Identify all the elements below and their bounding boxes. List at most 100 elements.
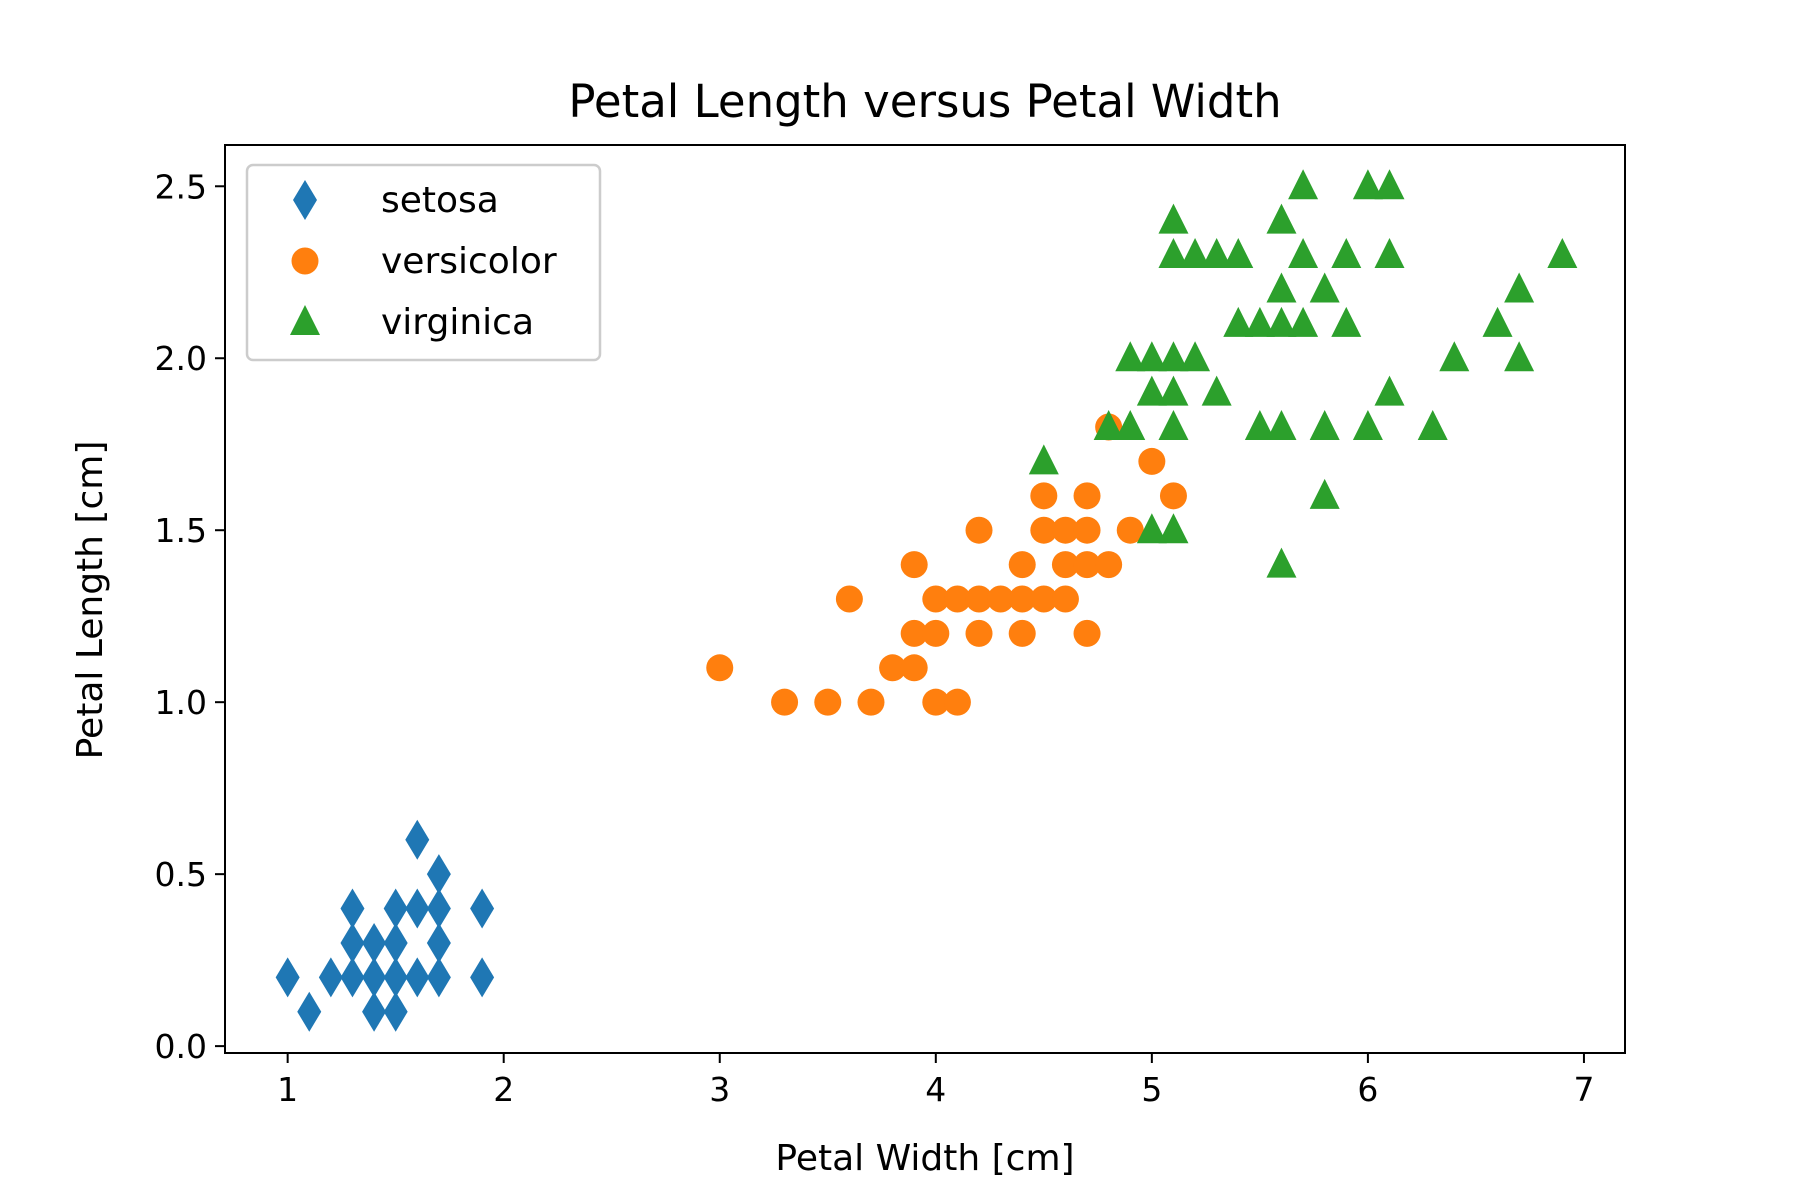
versicolor-point: [1008, 619, 1036, 647]
legend-label-setosa: setosa: [381, 180, 499, 221]
setosa-point: [383, 888, 408, 929]
virginica-point: [1266, 547, 1297, 578]
versicolor-point: [1030, 482, 1058, 510]
virginica-point: [1158, 203, 1189, 234]
virginica-point: [1158, 375, 1189, 406]
virginica-point: [1288, 169, 1319, 200]
virginica-point: [1158, 238, 1189, 269]
virginica-point: [1136, 375, 1167, 406]
virginica-point: [1352, 410, 1383, 441]
versicolor-point: [1051, 585, 1079, 613]
legend: setosa versicolor virginica: [245, 163, 602, 362]
versicolor-point: [1051, 551, 1079, 579]
virginica-point: [1158, 341, 1189, 372]
versicolor-point: [900, 551, 928, 579]
legend-frame: [245, 163, 602, 362]
setosa-point: [426, 888, 451, 929]
versicolor-point: [1030, 585, 1058, 613]
versicolor-point: [1008, 551, 1036, 579]
virginica-point: [1266, 410, 1297, 441]
virginica-point: [1288, 306, 1319, 337]
setosa-point: [340, 888, 365, 929]
virginica-point: [1115, 410, 1146, 441]
versicolor-point: [1073, 619, 1101, 647]
y-axis-ticks: 0.0 0.5 1.0 1.5 2.0 2.5: [155, 167, 225, 1066]
versicolor-point: [857, 688, 885, 716]
versicolor-point: [922, 585, 950, 613]
virginica-point: [1136, 341, 1167, 372]
y-tick-label: 0.5: [155, 855, 207, 894]
virginica-point: [1223, 306, 1254, 337]
versicolor-point: [900, 619, 928, 647]
y-tick-label: 1.0: [155, 683, 207, 722]
virginica-point: [1266, 306, 1297, 337]
virginica-point: [1331, 306, 1362, 337]
setosa-point: [426, 854, 451, 895]
setosa-point: [362, 957, 387, 998]
virginica-point: [1352, 169, 1383, 200]
x-tick-label: 5: [1141, 1070, 1162, 1109]
versicolor-point: [1073, 551, 1101, 579]
virginica-point: [1028, 444, 1059, 475]
setosa-point: [383, 922, 408, 963]
virginica-point: [1266, 272, 1297, 303]
virginica-point: [1309, 410, 1340, 441]
virginica-point: [1115, 341, 1146, 372]
versicolor-point: [922, 619, 950, 647]
setosa-point: [340, 922, 365, 963]
setosa-point: [405, 888, 430, 929]
y-tick-label: 1.5: [155, 511, 207, 550]
legend-label-versicolor: versicolor: [381, 241, 557, 282]
versicolor-point: [965, 619, 993, 647]
virginica-point: [1309, 478, 1340, 509]
versicolor-point: [1051, 516, 1079, 544]
versicolor-point: [1030, 516, 1058, 544]
versicolor-point: [943, 688, 971, 716]
y-tick-label: 2.5: [155, 167, 207, 206]
virginica-point: [1374, 169, 1405, 200]
x-tick-label: 3: [709, 1070, 730, 1109]
versicolor-point: [1159, 482, 1187, 510]
virginica-point: [1158, 513, 1189, 544]
x-tick-label: 7: [1573, 1070, 1594, 1109]
virginica-point: [1331, 238, 1362, 269]
setosa-point: [340, 957, 365, 998]
virginica-point: [1482, 306, 1513, 337]
virginica-point: [1093, 410, 1124, 441]
legend-label-virginica: virginica: [381, 302, 534, 343]
virginica-point: [1201, 238, 1232, 269]
virginica-point: [1244, 306, 1275, 337]
virginica-point: [1288, 238, 1319, 269]
versicolor-point: [706, 654, 734, 682]
virginica-point: [1266, 203, 1297, 234]
versicolor-point: [1116, 516, 1144, 544]
virginica-point: [1309, 272, 1340, 303]
virginica-point: [1244, 410, 1275, 441]
x-tick-label: 4: [925, 1070, 946, 1109]
versicolor-point: [900, 654, 928, 682]
virginica-point: [1180, 341, 1211, 372]
virginica-point: [1504, 272, 1535, 303]
plot-area-frame: [224, 144, 1626, 1054]
versicolor-point: [1073, 516, 1101, 544]
versicolor-point: [922, 688, 950, 716]
virginica-point: [1180, 238, 1211, 269]
setosa-point: [405, 957, 430, 998]
versicolor-point: [965, 516, 993, 544]
versicolor-point: [943, 585, 971, 613]
legend-marker-setosa: [293, 180, 317, 220]
setosa-point: [318, 957, 343, 998]
versicolor-point: [1095, 551, 1123, 579]
versicolor-point: [771, 688, 799, 716]
setosa-point: [470, 888, 495, 929]
setosa-point: [426, 957, 451, 998]
setosa-point: [405, 819, 430, 860]
virginica-point: [1439, 341, 1470, 372]
setosa-point: [362, 991, 387, 1032]
virginica-point: [1547, 238, 1578, 269]
setosa-point: [275, 957, 300, 998]
versicolor-point: [814, 688, 842, 716]
legend-marker-virginica: [290, 305, 320, 335]
x-axis-ticks: 1 2 3 4 5 6 7: [277, 1053, 1594, 1109]
